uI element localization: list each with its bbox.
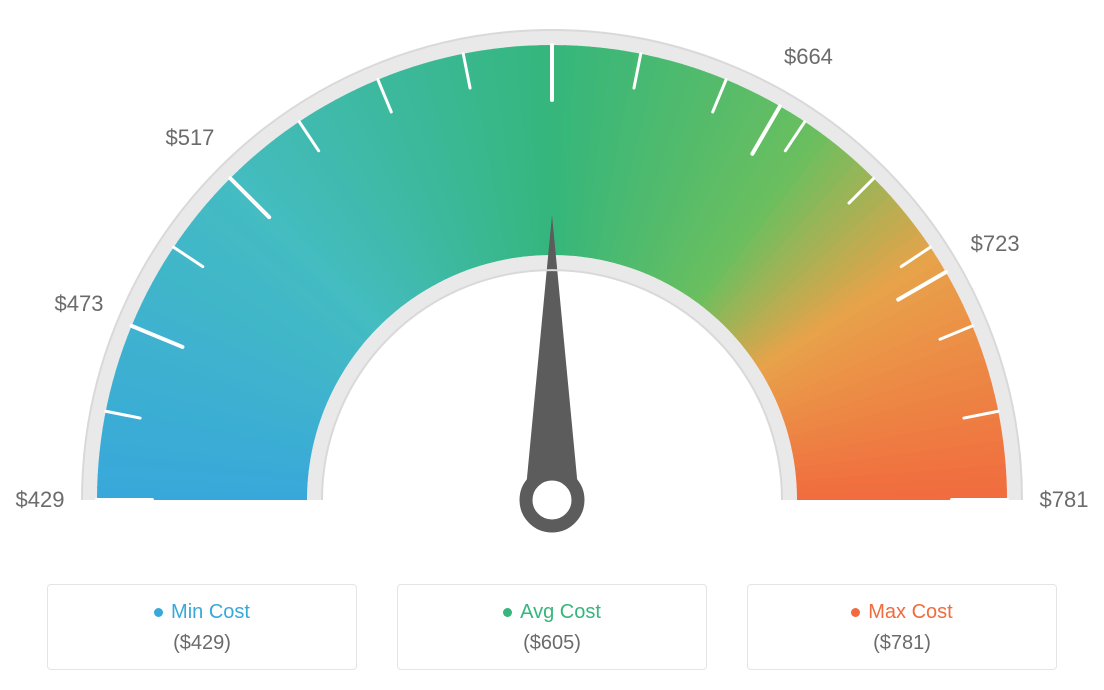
legend-min-title: Min Cost xyxy=(154,601,250,624)
legend-avg-label: Avg Cost xyxy=(520,601,601,624)
gauge-svg xyxy=(0,0,1104,560)
gauge-tick-label: $605 xyxy=(528,0,577,1)
legend-max-value: ($781) xyxy=(748,632,1056,655)
legend-min-dot xyxy=(154,608,163,617)
legend-max-dot xyxy=(851,608,860,617)
legend-max-label: Max Cost xyxy=(868,601,952,624)
legend-min: Min Cost ($429) xyxy=(47,584,357,670)
legend-avg-title: Avg Cost xyxy=(503,601,601,624)
gauge-tick-label: $781 xyxy=(1040,487,1089,513)
legend-avg: Avg Cost ($605) xyxy=(397,584,707,670)
legend-avg-value: ($605) xyxy=(398,632,706,655)
gauge-tick-label: $723 xyxy=(971,231,1020,257)
legend-avg-dot xyxy=(503,608,512,617)
legend-max: Max Cost ($781) xyxy=(747,584,1057,670)
gauge-tick-label: $664 xyxy=(784,44,833,70)
gauge-tick-label: $429 xyxy=(16,487,65,513)
legend-min-label: Min Cost xyxy=(171,601,250,624)
legend-row: Min Cost ($429) Avg Cost ($605) Max Cost… xyxy=(0,584,1104,670)
legend-min-value: ($429) xyxy=(48,632,356,655)
legend-max-title: Max Cost xyxy=(851,601,952,624)
gauge-tick-label: $473 xyxy=(54,291,103,317)
gauge-chart: $429 $473 $517 $605 $664 $723 $781 xyxy=(0,0,1104,560)
gauge-tick-label: $517 xyxy=(165,125,214,151)
